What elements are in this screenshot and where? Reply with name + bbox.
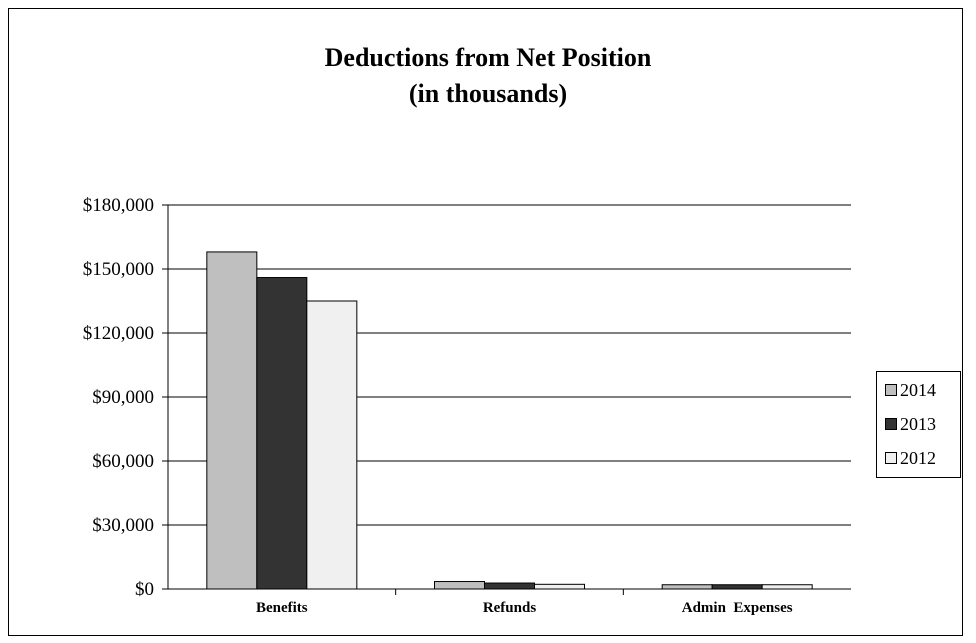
legend-swatch-2013	[885, 418, 897, 430]
chart-title-line-1: Deductions from Net Position	[324, 43, 652, 72]
chart-title-line-2: (in thousands)	[408, 79, 568, 108]
legend-item-2014: 2014	[885, 380, 936, 400]
legend-swatch-2012	[885, 452, 897, 464]
bar-2012-2	[761, 584, 813, 590]
legend-label-2014: 2014	[900, 379, 936, 400]
bar-2013-2	[711, 584, 763, 590]
y-tick-label: $180,000	[83, 195, 154, 216]
legend-item-2012: 2012	[885, 448, 936, 468]
y-tick-label: $150,000	[83, 259, 154, 280]
bar-2013-1	[484, 582, 535, 590]
chart-title: Deductions from Net Position (in thousan…	[0, 40, 976, 112]
y-tick-label: $0	[135, 579, 154, 600]
x-category-label: Admin Expenses	[682, 600, 793, 616]
bar-2014-2	[661, 584, 713, 590]
legend-label-2013: 2013	[900, 413, 936, 434]
y-tick-label: $90,000	[92, 387, 154, 408]
chart-frame	[8, 8, 963, 636]
bar-2014-0	[206, 251, 258, 590]
legend-swatch-2014	[885, 384, 897, 396]
bar-2013-0	[256, 277, 308, 590]
y-tick-label: $60,000	[92, 451, 154, 472]
y-tick-label: $30,000	[92, 515, 154, 536]
bar-2012-0	[306, 300, 358, 590]
bar-2012-1	[534, 583, 585, 590]
y-tick-label: $120,000	[83, 323, 154, 344]
legend-item-2013: 2013	[885, 414, 936, 434]
legend-label-2012: 2012	[900, 447, 936, 468]
bar-2014-1	[434, 581, 485, 590]
x-category-label: Refunds	[483, 600, 537, 616]
legend: 2014 2013 2012	[876, 371, 961, 478]
x-category-label: Benefits	[256, 600, 308, 616]
